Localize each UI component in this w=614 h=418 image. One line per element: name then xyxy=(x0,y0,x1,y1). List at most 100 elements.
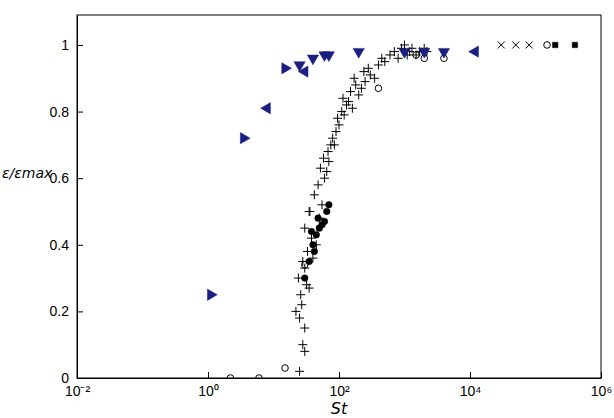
series-5 xyxy=(207,63,291,301)
y-tick-label: 0 xyxy=(61,370,69,386)
point xyxy=(305,207,314,216)
series-6 xyxy=(261,46,479,114)
point xyxy=(295,314,304,323)
point xyxy=(323,208,330,215)
point xyxy=(322,167,331,176)
y-tick: 0 xyxy=(61,370,83,386)
x-tick: 10⁰ xyxy=(198,372,219,399)
point xyxy=(317,200,326,209)
point xyxy=(498,41,505,48)
point xyxy=(296,290,305,299)
point xyxy=(353,48,364,58)
y-tick: 0.6 xyxy=(50,170,83,186)
point xyxy=(344,97,353,106)
point xyxy=(348,104,357,113)
point xyxy=(413,52,420,59)
point xyxy=(305,284,314,293)
point xyxy=(419,48,430,58)
point xyxy=(361,77,370,86)
point xyxy=(340,110,349,119)
point xyxy=(315,215,322,222)
point xyxy=(300,324,309,333)
point xyxy=(375,85,382,92)
y-tick: 1 xyxy=(61,37,83,53)
x-tick-mark xyxy=(470,372,471,378)
point xyxy=(394,54,403,63)
y-tick-mark xyxy=(77,311,83,312)
x-tick: 10⁶ xyxy=(591,372,612,399)
x-axis-line xyxy=(78,378,602,379)
point xyxy=(303,247,312,256)
point xyxy=(350,74,359,83)
point xyxy=(552,42,557,47)
y-tick-mark xyxy=(77,178,83,179)
point xyxy=(314,180,323,189)
plot: 10⁻²10⁰10²10⁴10⁶00.20.40.60.81 xyxy=(50,15,613,399)
point xyxy=(323,52,334,62)
point xyxy=(301,261,308,268)
point xyxy=(311,248,318,255)
point xyxy=(310,241,317,248)
series-2 xyxy=(227,42,550,378)
x-tick: 10⁴ xyxy=(460,372,482,399)
point xyxy=(307,55,318,65)
series-7 xyxy=(294,48,450,71)
point xyxy=(335,120,344,129)
point xyxy=(370,74,379,83)
point xyxy=(305,207,314,216)
point xyxy=(282,365,289,372)
point xyxy=(300,347,309,356)
x-tick-mark xyxy=(339,372,340,378)
x-axis-title: St xyxy=(331,399,348,418)
point xyxy=(320,174,329,183)
y-tick-label: 1 xyxy=(61,37,69,53)
point xyxy=(310,190,319,199)
y-tick-label: 0.2 xyxy=(50,303,70,319)
point xyxy=(256,375,263,378)
y-tick-label: 0.6 xyxy=(50,170,70,186)
point xyxy=(261,103,271,114)
point xyxy=(294,62,305,72)
point xyxy=(512,41,519,48)
y-tick: 0.4 xyxy=(50,237,83,253)
point xyxy=(324,147,333,156)
point xyxy=(326,202,333,209)
point xyxy=(364,64,373,73)
point xyxy=(240,133,250,144)
point xyxy=(282,63,292,74)
x-tick-label: 10⁰ xyxy=(198,383,219,399)
y-axis-line xyxy=(77,16,78,379)
series-0 xyxy=(291,40,431,375)
point xyxy=(227,375,234,378)
x-tick-mark xyxy=(601,372,602,378)
plot-frame xyxy=(77,15,601,378)
point xyxy=(298,340,307,349)
x-tick-label: 10² xyxy=(329,383,350,399)
point xyxy=(301,275,308,282)
point xyxy=(321,218,328,225)
x-tick: 10² xyxy=(329,372,350,399)
series-4 xyxy=(552,42,577,47)
x-axis: 10⁻²10⁰10²10⁴10⁶ xyxy=(65,372,612,399)
series-3 xyxy=(498,41,533,48)
series-1 xyxy=(301,202,332,282)
y-axis: 0 0.2 0.4 0.6 0.8 1 xyxy=(50,16,83,386)
point xyxy=(297,300,306,309)
y-tick-mark xyxy=(77,112,83,113)
point xyxy=(330,140,339,149)
point xyxy=(399,48,410,58)
point xyxy=(544,42,551,49)
x-tick-label: 10⁶ xyxy=(591,383,612,399)
point xyxy=(295,367,304,376)
points xyxy=(207,40,577,378)
point xyxy=(469,46,479,57)
point xyxy=(308,228,315,235)
point xyxy=(324,157,333,166)
point xyxy=(438,48,449,58)
y-tick-mark xyxy=(77,378,83,379)
x-tick-label: 10⁴ xyxy=(460,383,482,399)
y-tick-mark xyxy=(77,245,83,246)
y-tick-label: 0.8 xyxy=(50,104,70,120)
point xyxy=(346,87,355,96)
point xyxy=(300,224,309,233)
